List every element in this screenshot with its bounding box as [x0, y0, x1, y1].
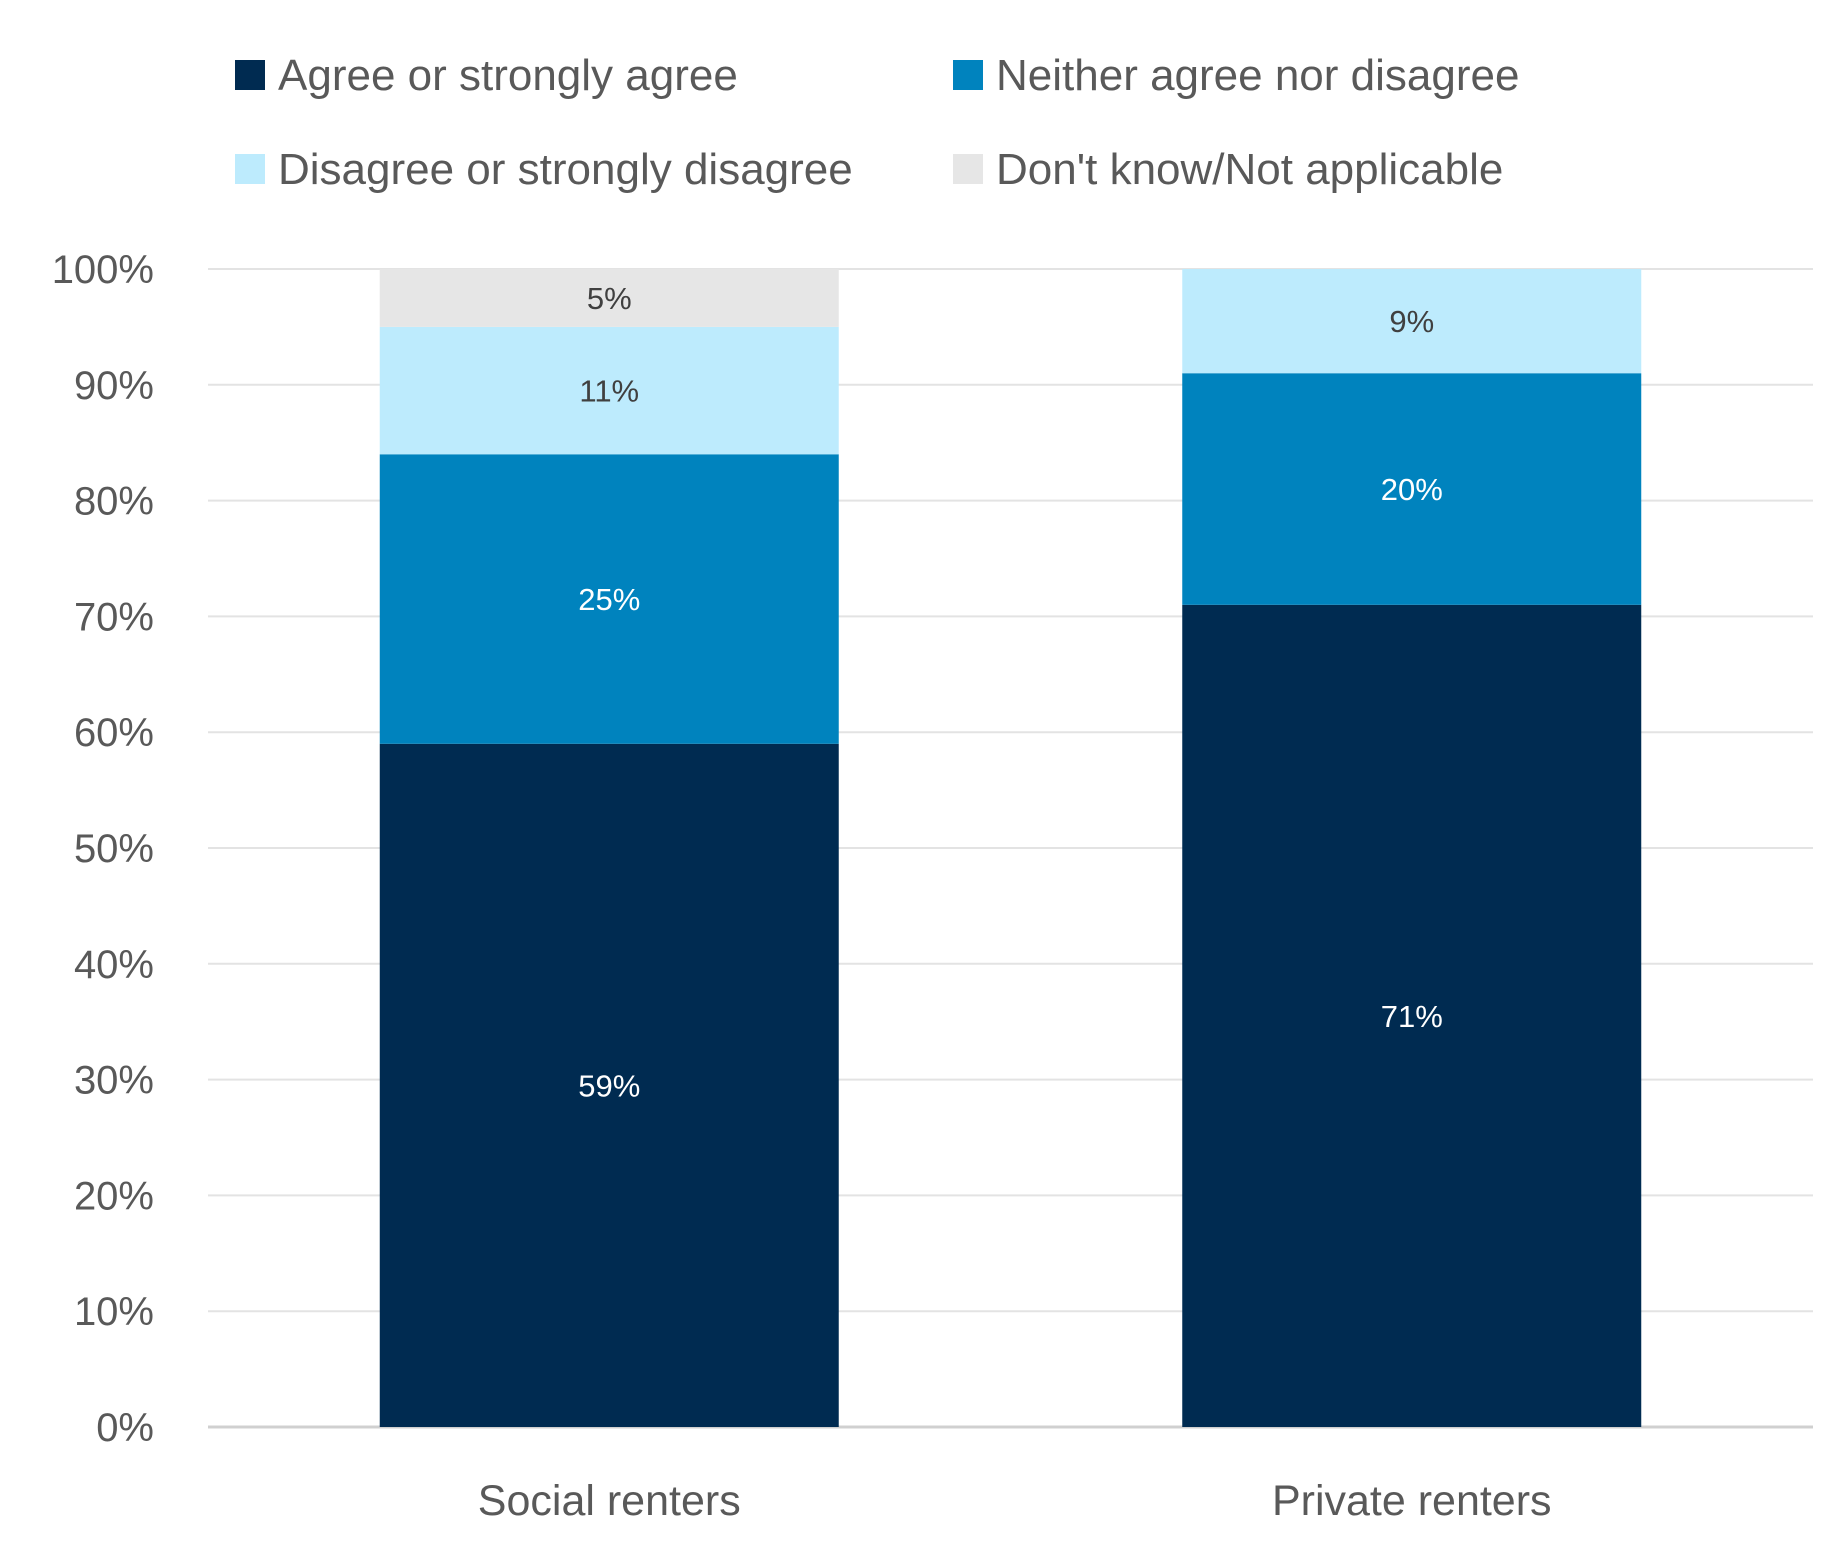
y-tick-label: 0% — [96, 1406, 154, 1450]
legend-label: Don't know/Not applicable — [996, 145, 1503, 194]
bar-segment — [379, 269, 839, 327]
y-tick-label: 10% — [74, 1290, 154, 1334]
bar-segment — [379, 326, 839, 455]
x-category-label: Private renters — [1272, 1477, 1552, 1525]
y-tick-label: 50% — [74, 827, 154, 871]
legend-swatch — [953, 60, 983, 90]
data-label: 5% — [587, 281, 632, 316]
y-tick-label: 30% — [74, 1059, 154, 1103]
y-tick-label: 40% — [74, 943, 154, 987]
data-label: 25% — [578, 582, 640, 617]
bar-segment — [1182, 604, 1642, 1427]
data-label: 59% — [578, 1068, 640, 1103]
x-category-label: Social renters — [478, 1477, 741, 1525]
legend-swatch — [235, 154, 265, 184]
legend-swatch — [953, 154, 983, 184]
bar-segment — [379, 454, 839, 744]
legend-label: Disagree or strongly disagree — [278, 145, 853, 194]
data-label: 71% — [1381, 999, 1443, 1034]
y-tick-label: 80% — [74, 480, 154, 524]
data-label: 11% — [579, 374, 639, 409]
bar-segment — [379, 743, 839, 1427]
y-tick-label: 70% — [74, 595, 154, 639]
y-tick-label: 90% — [74, 364, 154, 408]
data-label: 20% — [1381, 472, 1443, 507]
legend-label: Neither agree nor disagree — [996, 51, 1519, 100]
bar-segment — [1182, 373, 1642, 605]
legend-swatch — [235, 60, 265, 90]
y-tick-label: 60% — [74, 711, 154, 755]
bar-segment — [1182, 269, 1642, 374]
data-label: 9% — [1389, 304, 1434, 339]
y-tick-label: 100% — [52, 248, 154, 292]
y-tick-label: 20% — [74, 1174, 154, 1218]
legend-label: Agree or strongly agree — [278, 51, 738, 100]
